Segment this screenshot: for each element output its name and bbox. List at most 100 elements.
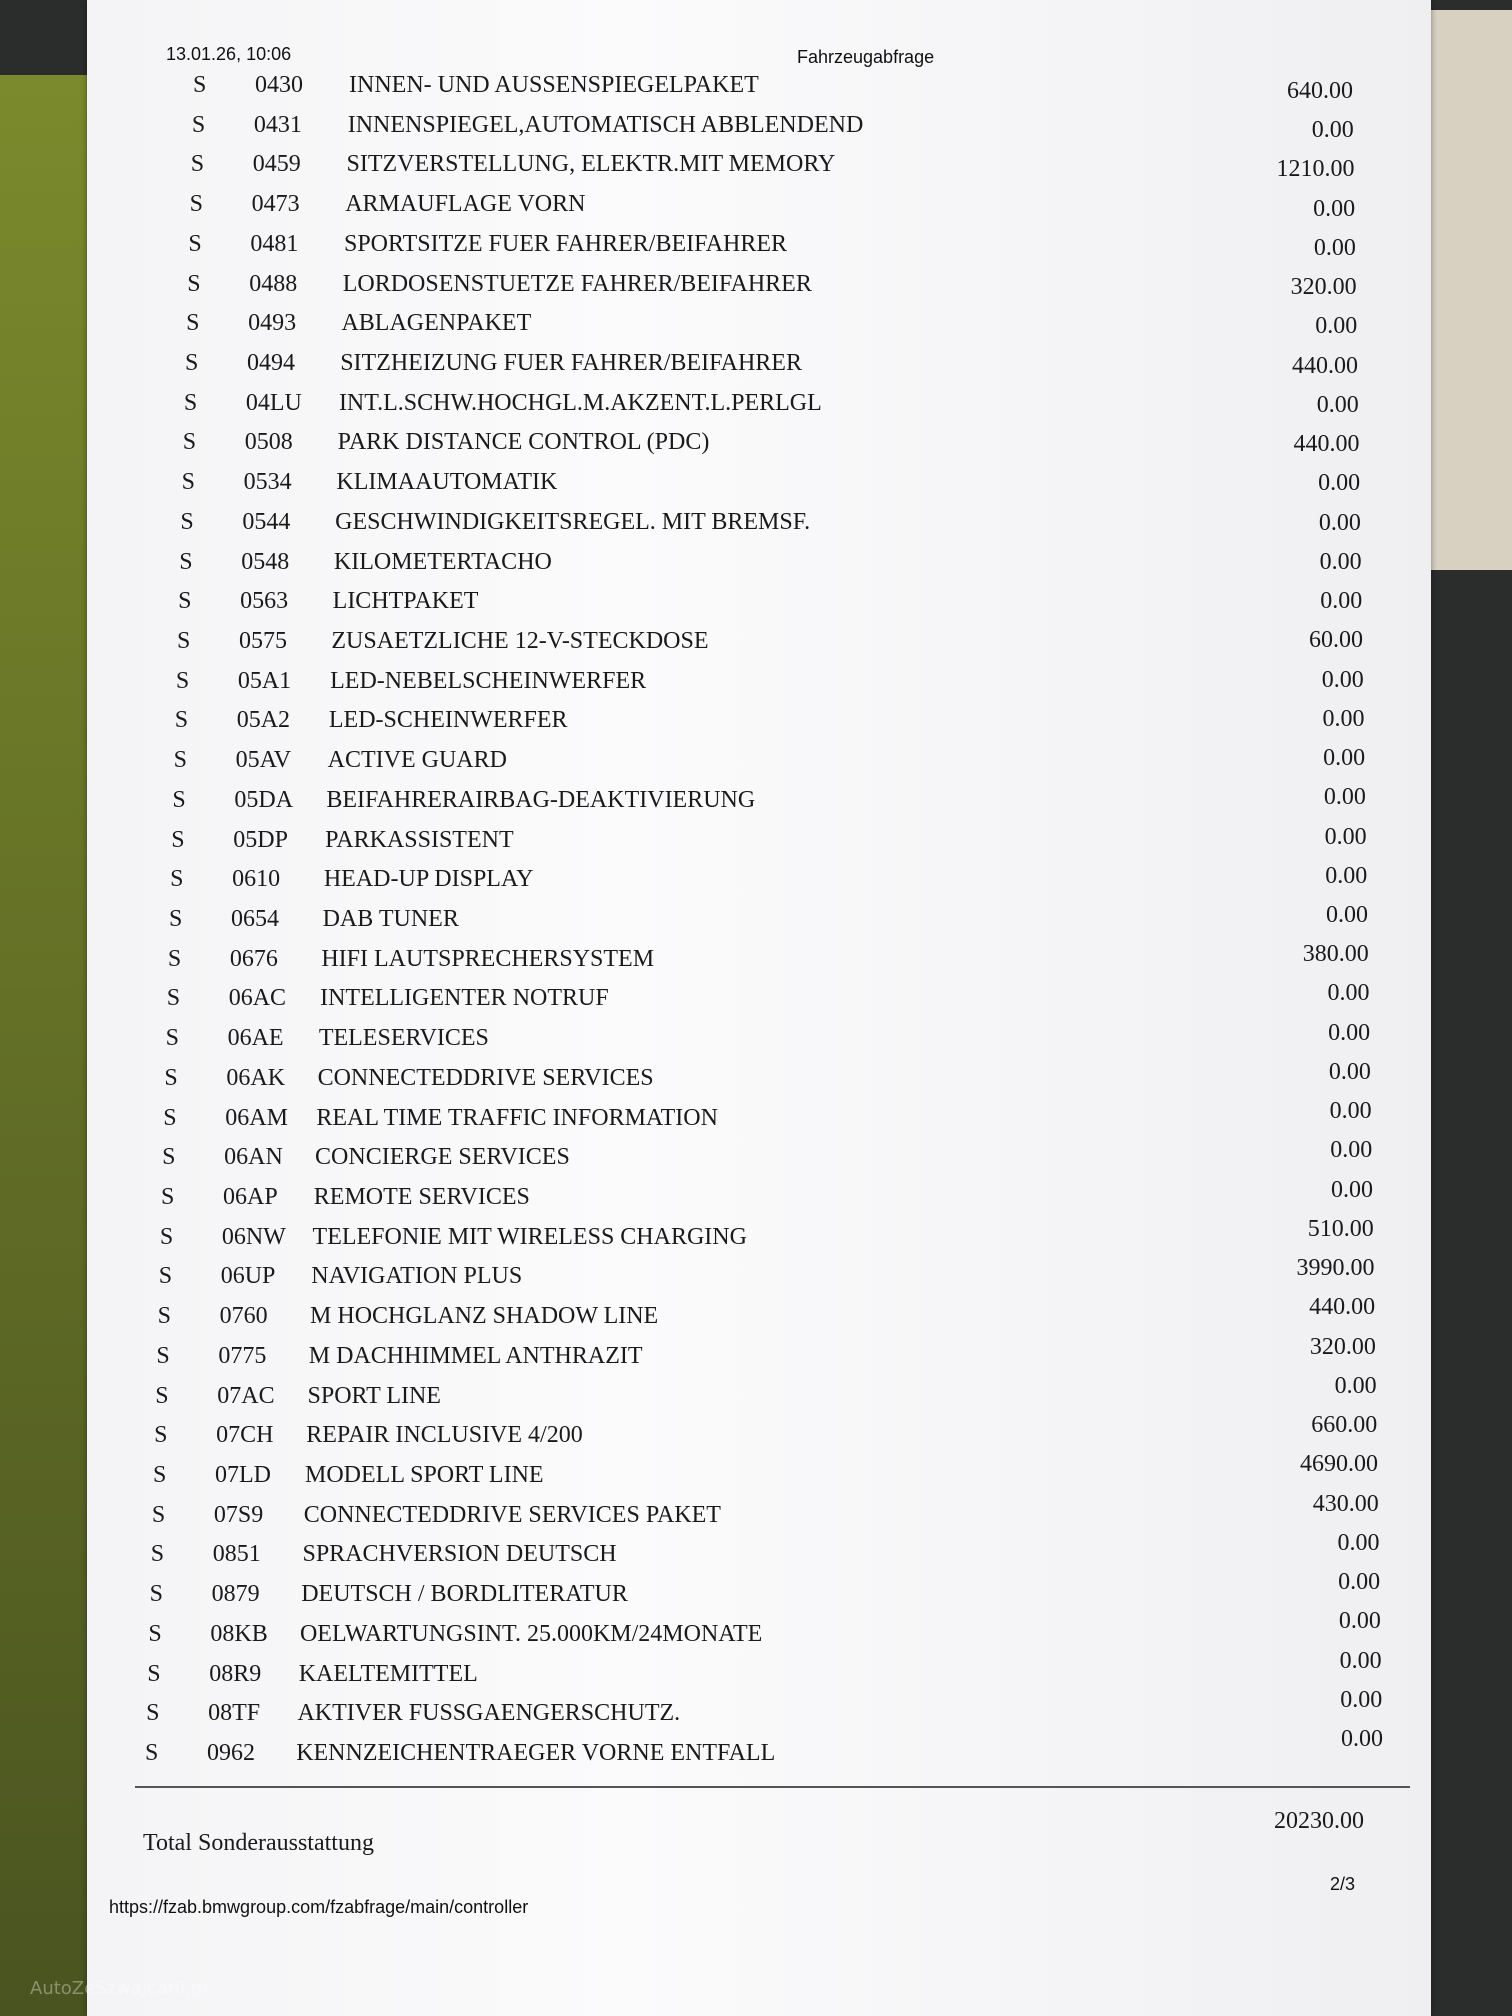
option-code: 06AC	[228, 985, 287, 1012]
option-code: 05A1	[237, 667, 292, 694]
option-code: 0563	[240, 588, 289, 615]
option-code: 06AN	[224, 1144, 283, 1171]
option-code: 0431	[253, 111, 302, 138]
option-code: 0481	[250, 230, 299, 257]
option-description: ZUSAETZLICHE 12-V-STECKDOSE	[331, 628, 709, 654]
option-code: 0676	[229, 945, 278, 972]
row-flag: S	[190, 151, 205, 178]
option-code: 06AP	[223, 1184, 278, 1210]
option-code: 0962	[207, 1740, 255, 1766]
option-price: 0.00	[1313, 234, 1356, 261]
row-flag: S	[177, 628, 191, 654]
option-code: 06UP	[220, 1263, 276, 1290]
option-code: 0851	[212, 1541, 261, 1568]
option-price: 0.00	[1328, 1019, 1371, 1046]
option-description: DAB TUNER	[322, 906, 459, 932]
row-flag: S	[165, 1025, 179, 1052]
option-description: LORDOSENSTUETZE FAHRER/BEIFAHRER	[342, 270, 812, 297]
row-flag: S	[175, 667, 190, 694]
watermark: AutoZeSzwajcarii.pl	[30, 1978, 208, 1999]
option-code: 05A2	[236, 707, 291, 734]
option-code: 08TF	[208, 1700, 261, 1727]
option-price: 0.00	[1318, 470, 1361, 497]
option-code: 07AC	[217, 1382, 275, 1409]
option-price: 0.00	[1322, 705, 1365, 732]
row-flag: S	[185, 350, 199, 376]
option-description: CONNECTEDDRIVE SERVICES	[317, 1064, 654, 1091]
option-description: LED-NEBELSCHEINWERFER	[330, 667, 647, 694]
row-flag: S	[169, 906, 183, 932]
option-description: GESCHWINDIGKEITSREGEL. MIT BREMSF.	[335, 508, 811, 535]
option-price: 0.00	[1325, 862, 1368, 889]
option-description: KAELTEMITTEL	[298, 1660, 478, 1687]
option-price: 0.00	[1319, 548, 1362, 575]
option-code: 04LU	[245, 389, 302, 416]
row-flag: S	[181, 469, 195, 496]
option-price: 0.00	[1337, 1529, 1380, 1556]
option-code: 0459	[252, 151, 301, 178]
row-flag: S	[151, 1501, 166, 1528]
option-description: REAL TIME TRAFFIC INFORMATION	[316, 1104, 718, 1131]
option-price: 660.00	[1311, 1412, 1378, 1439]
option-code: 05AV	[235, 747, 292, 774]
option-description: SITZVERSTELLUNG, ELEKTR.MIT MEMORY	[346, 151, 836, 178]
option-price: 0.00	[1340, 1686, 1383, 1713]
row-flag: S	[188, 230, 202, 257]
option-price: 0.00	[1334, 1372, 1377, 1399]
option-price: 0.00	[1328, 1058, 1371, 1085]
row-flag: S	[162, 1144, 176, 1171]
option-code: 05DP	[233, 826, 288, 853]
row-flag: S	[145, 1740, 159, 1766]
row-flag: S	[174, 707, 189, 734]
option-price: 430.00	[1312, 1490, 1379, 1517]
row-flag: S	[180, 508, 194, 535]
option-description: SPRACHVERSION DEUTSCH	[302, 1541, 617, 1568]
row-flag: S	[167, 945, 182, 972]
row-flag: S	[164, 1064, 178, 1091]
option-price: 0.00	[1341, 1726, 1383, 1752]
row-flag: S	[187, 270, 201, 297]
row-flag: S	[193, 72, 207, 98]
option-code: 06AK	[226, 1064, 286, 1091]
option-price: 640.00	[1287, 78, 1353, 104]
option-code: 0488	[249, 270, 298, 297]
option-description: PARKASSISTENT	[325, 826, 514, 853]
row-flag: S	[179, 548, 193, 575]
option-price: 3990.00	[1296, 1255, 1375, 1282]
row-flag: S	[146, 1700, 160, 1727]
option-description: MODELL SPORT LINE	[305, 1462, 544, 1488]
row-flag: S	[163, 1104, 177, 1131]
option-code: 0775	[218, 1342, 267, 1369]
option-description: INNENSPIEGEL,AUTOMATISCH ABBLENDEND	[347, 111, 864, 138]
option-code: 0548	[241, 548, 290, 575]
option-code: 0493	[248, 310, 297, 337]
footer-url: https://fzab.bmwgroup.com/fzabfrage/main…	[109, 1897, 529, 1917]
row-flag: S	[173, 747, 187, 774]
option-code: 0544	[242, 508, 291, 535]
option-code: 06NW	[221, 1223, 286, 1250]
option-price: 0.00	[1324, 823, 1367, 850]
option-price: 0.00	[1338, 1569, 1381, 1596]
option-description: ACTIVE GUARD	[327, 747, 507, 774]
option-description: BEIFAHRERAIRBAG-DEAKTIVIERUNG	[326, 786, 756, 813]
option-price: 4690.00	[1300, 1451, 1378, 1478]
option-price: 380.00	[1302, 941, 1369, 968]
option-description: INT.L.SCHW.HOCHGL.M.AKZENT.L.PERLGL	[338, 389, 822, 416]
row-flag: S	[155, 1382, 169, 1409]
option-price: 0.00	[1318, 509, 1361, 536]
option-description: KLIMAAUTOMATIK	[336, 469, 558, 496]
paper-sheet: 13.01.26, 10:06 Fahrzeugabfrage Total So…	[87, 0, 1431, 2016]
row-flag: S	[149, 1581, 163, 1608]
row-flag: S	[147, 1660, 161, 1687]
option-code: 0534	[243, 469, 292, 496]
option-code: 06AM	[225, 1104, 288, 1131]
option-code: 0654	[231, 906, 279, 932]
option-price: 0.00	[1326, 902, 1368, 928]
option-description: HIFI LAUTSPRECHERSYSTEM	[321, 945, 655, 972]
option-code: 08R9	[209, 1660, 262, 1687]
option-description: REPAIR INCLUSIVE 4/200	[306, 1422, 583, 1449]
option-price: 0.00	[1315, 313, 1358, 340]
option-code: 07LD	[215, 1462, 271, 1488]
option-description: INTELLIGENTER NOTRUF	[320, 985, 609, 1012]
